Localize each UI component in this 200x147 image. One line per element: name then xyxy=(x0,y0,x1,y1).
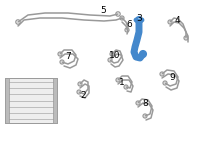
Text: 8: 8 xyxy=(142,100,148,108)
Text: 3: 3 xyxy=(136,14,142,22)
Text: 7: 7 xyxy=(65,51,71,61)
Text: 5: 5 xyxy=(100,5,106,15)
Text: 2: 2 xyxy=(80,91,86,100)
Bar xyxy=(5,78,9,123)
Text: 6: 6 xyxy=(126,20,132,29)
Text: 4: 4 xyxy=(174,15,180,25)
Bar xyxy=(5,78,57,123)
Bar xyxy=(53,78,57,123)
Text: 10: 10 xyxy=(109,51,121,60)
Text: 9: 9 xyxy=(169,72,175,81)
Text: 1: 1 xyxy=(119,77,125,86)
